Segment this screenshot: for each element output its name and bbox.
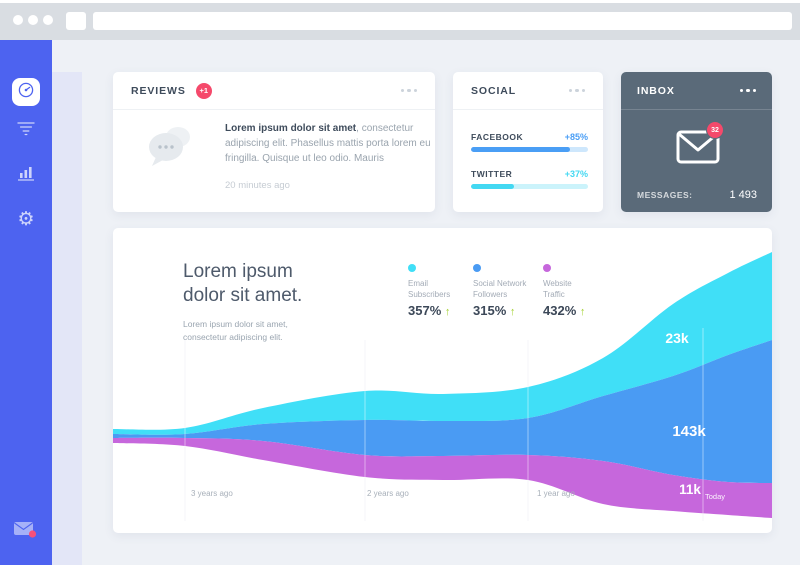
twitter-growth: +37% (564, 169, 588, 179)
inbox-footer: MESSAGES: 1 493 (637, 189, 757, 201)
sidebar-nav: ⚙ (0, 40, 52, 565)
facebook-growth: +85% (564, 132, 588, 142)
browser-url-bar[interactable] (93, 12, 792, 30)
gauge-icon (17, 81, 35, 104)
reviews-card-header: REVIEWS +1 (113, 72, 435, 110)
axis-label-3-years: 3 years ago (191, 489, 233, 498)
browser-titlebar (0, 0, 800, 40)
website-growth-value: 432% ↑ (543, 303, 586, 318)
chat-bubble-icon (145, 124, 195, 175)
email-current-value-label: 23k (665, 330, 689, 346)
twitter-progress-fill (471, 184, 515, 189)
reviews-title: REVIEWS (131, 84, 186, 97)
review-message-rest: , consectetur adipiscing elit. Phasellus… (225, 123, 431, 164)
browser-tab-button[interactable] (66, 12, 86, 30)
window-control-dot[interactable] (28, 15, 38, 25)
legend-social-followers: Social Network Followers 315% ↑ (473, 264, 537, 318)
legend-email-subscribers: Email Subscribers 357% ↑ (408, 264, 472, 318)
bar-chart-icon (17, 164, 35, 186)
twitter-label: TWITTER (471, 169, 513, 179)
social-card: SOCIAL FACEBOOK +85% TWITTER +37% (453, 72, 603, 212)
social-card-header: SOCIAL (453, 72, 603, 110)
chart-title: Lorem ipsum dolor sit amet. (183, 261, 303, 306)
axis-label-1-year: 1 year ago (537, 489, 575, 498)
review-timestamp: 20 minutes ago (225, 180, 290, 191)
facebook-label: FACEBOOK (471, 132, 524, 142)
axis-label-2-years: 2 years ago (367, 489, 409, 498)
messages-count: 1 493 (729, 189, 757, 201)
website-current-value-label: 11k (679, 482, 701, 497)
social-current-value-label: 143k (672, 423, 706, 440)
review-message-bold: Lorem ipsum dolor sit amet (225, 123, 357, 134)
reviews-card: REVIEWS +1 Lorem ipsum dolor sit amet, c… (113, 72, 435, 212)
legend-website-traffic: Website Traffic 432% ↑ (543, 264, 607, 318)
social-series-dot (473, 264, 481, 272)
chart-subtitle: Lorem ipsum dolor sit amet, consectetur … (183, 319, 288, 342)
mail-icon (13, 522, 37, 544)
window-control-dot[interactable] (13, 15, 23, 25)
reviews-menu-button[interactable] (400, 88, 417, 93)
website-series-dot (543, 264, 551, 272)
review-message: Lorem ipsum dolor sit amet, consectetur … (225, 121, 435, 166)
filter-icon (17, 121, 35, 141)
messages-label: MESSAGES: (637, 190, 693, 200)
social-growth-value: 315% ↑ (473, 303, 516, 318)
sidebar-item-settings[interactable]: ⚙ (14, 207, 38, 231)
reviews-count-badge: +1 (195, 82, 212, 99)
twitter-progress-bar (471, 184, 588, 189)
inbox-unread-badge: 32 (706, 121, 724, 139)
sidebar-mail-notification[interactable] (13, 520, 37, 540)
analytics-chart-card: Lorem ipsum dolor sit amet. Lorem ipsum … (113, 228, 772, 533)
sidebar-item-dashboard[interactable] (12, 78, 40, 106)
facebook-progress-bar (471, 147, 588, 152)
inbox-card-header: INBOX (621, 72, 772, 110)
email-growth-value: 357% ↑ (408, 303, 451, 318)
mail-alert-dot (28, 530, 37, 538)
up-arrow-icon: ↑ (509, 306, 516, 318)
gear-icon: ⚙ (17, 207, 35, 230)
inbox-menu-button[interactable] (739, 88, 756, 93)
envelope-icon (676, 130, 720, 169)
up-arrow-icon: ↑ (579, 306, 586, 318)
facebook-progress-fill (471, 147, 571, 152)
sidebar-item-filter[interactable] (14, 119, 38, 143)
up-arrow-icon: ↑ (444, 306, 451, 318)
sidebar-item-stats[interactable] (14, 163, 38, 187)
window-control-dot[interactable] (43, 15, 53, 25)
inbox-title: INBOX (637, 84, 675, 97)
social-menu-button[interactable] (568, 88, 585, 93)
stream-chart (113, 252, 772, 521)
axis-label-today: Today (705, 492, 726, 501)
secondary-rail (52, 72, 82, 565)
social-title: SOCIAL (471, 84, 517, 97)
inbox-card: INBOX 32 MESSAGES: 1 493 (621, 72, 772, 212)
email-series-dot (408, 264, 416, 272)
